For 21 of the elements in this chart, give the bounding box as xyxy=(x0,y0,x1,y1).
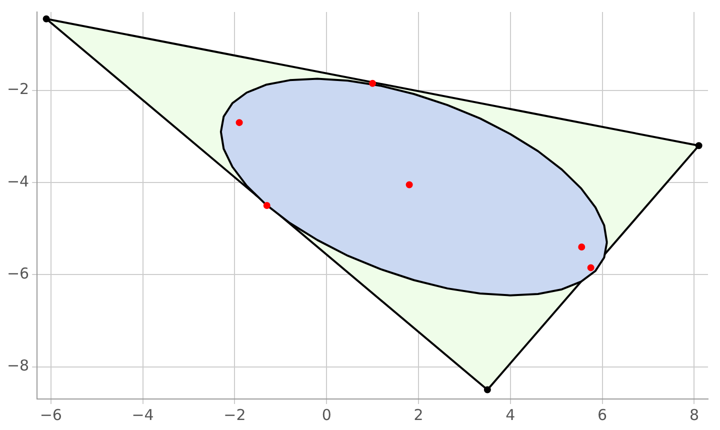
y-tick-label: −6 xyxy=(6,264,30,282)
x-tick-label: 6 xyxy=(598,406,608,424)
y-tick-label: −2 xyxy=(6,80,30,98)
x-tick-label: −4 xyxy=(132,406,154,424)
y-tick-label: −8 xyxy=(6,356,30,375)
x-tick-label: 8 xyxy=(689,406,699,424)
point xyxy=(263,202,270,209)
point xyxy=(484,386,491,394)
x-tick-label: −2 xyxy=(224,406,246,424)
point xyxy=(42,15,50,22)
x-tick-label: 2 xyxy=(414,406,424,424)
point xyxy=(578,243,586,250)
point xyxy=(587,264,594,272)
point xyxy=(406,181,413,188)
x-tick-label: 4 xyxy=(506,406,516,424)
point xyxy=(236,119,243,126)
x-tick-label: 0 xyxy=(322,406,332,424)
point xyxy=(695,142,702,150)
y-tick-label: −4 xyxy=(6,172,30,190)
x-tick-label: −6 xyxy=(40,406,62,424)
point xyxy=(369,80,376,87)
